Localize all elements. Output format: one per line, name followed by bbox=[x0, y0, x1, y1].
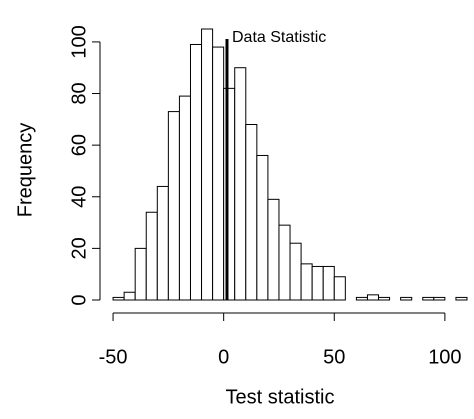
x-axis-label: Test statistic bbox=[226, 386, 335, 408]
bar bbox=[234, 67, 247, 301]
bar bbox=[189, 43, 203, 301]
bar bbox=[112, 296, 125, 301]
y-tick-label: 0 bbox=[68, 294, 90, 305]
bar bbox=[333, 276, 346, 301]
x-tick-label: 50 bbox=[323, 346, 345, 368]
bar bbox=[378, 296, 391, 301]
annotation: Data Statistic bbox=[232, 29, 326, 46]
bar bbox=[355, 296, 368, 301]
x-tick-label: 0 bbox=[218, 346, 229, 368]
y-axis-label: Frequency bbox=[14, 123, 36, 218]
bar bbox=[201, 28, 214, 301]
y-tick-label: 40 bbox=[68, 186, 90, 208]
bar bbox=[433, 296, 446, 301]
bar bbox=[267, 198, 280, 301]
y-tick-label: 80 bbox=[68, 82, 90, 104]
bar bbox=[322, 265, 335, 301]
bar bbox=[212, 46, 225, 301]
bar bbox=[223, 87, 236, 301]
x-tick-label: -50 bbox=[99, 346, 128, 368]
bar bbox=[289, 242, 302, 301]
bar bbox=[167, 111, 180, 301]
x-tick-label: 100 bbox=[428, 346, 461, 368]
bar bbox=[400, 296, 413, 301]
bar bbox=[256, 154, 269, 301]
bar bbox=[422, 296, 435, 301]
y-tick-label: 60 bbox=[68, 134, 90, 156]
bar bbox=[123, 291, 136, 301]
bar bbox=[156, 185, 169, 301]
bar bbox=[145, 211, 158, 301]
bar bbox=[278, 224, 291, 301]
bar bbox=[300, 263, 313, 301]
bar bbox=[455, 296, 468, 301]
bar bbox=[245, 123, 258, 301]
y-tick-label: 20 bbox=[68, 237, 90, 259]
bar bbox=[366, 294, 380, 301]
bar bbox=[134, 247, 147, 301]
y-tick-label: 100 bbox=[68, 25, 90, 58]
bar bbox=[178, 95, 191, 301]
bar bbox=[311, 265, 324, 301]
